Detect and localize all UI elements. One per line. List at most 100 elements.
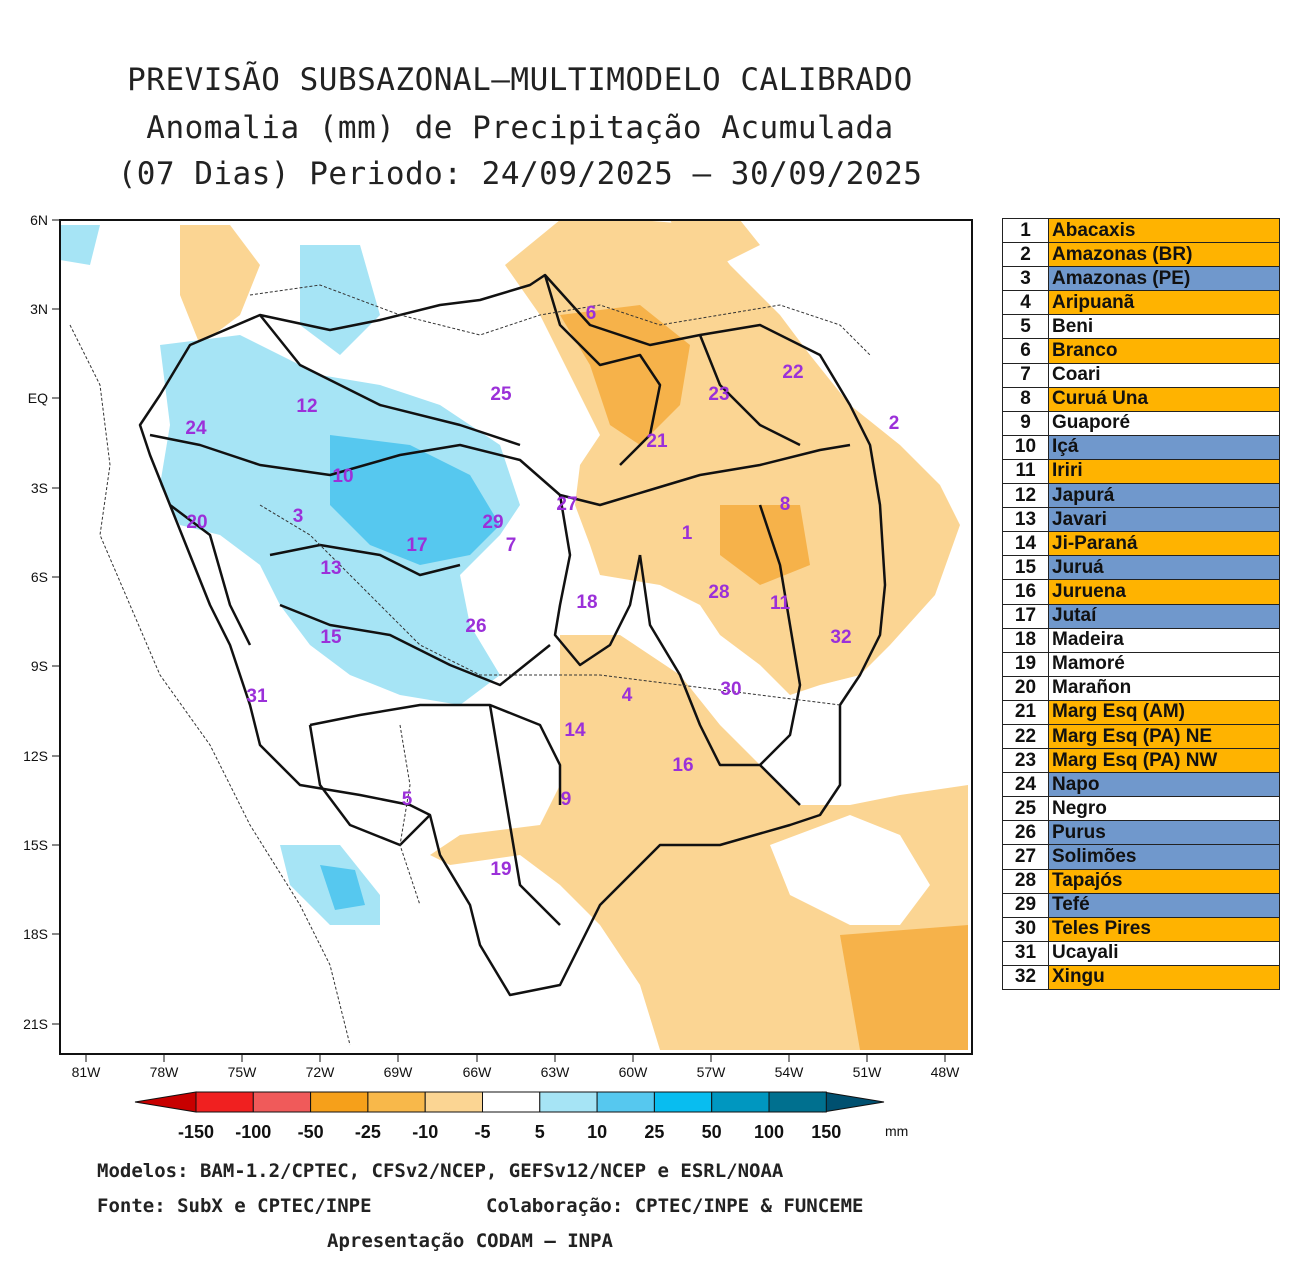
- legend-row: 31 Ucayali: [1002, 940, 1280, 966]
- legend-number: 21: [1002, 699, 1049, 725]
- basin-beni: [308, 724, 431, 847]
- legend-row: 17 Jutaí: [1002, 603, 1280, 629]
- colorbar-label: -50: [298, 1122, 324, 1142]
- colorbar-label: 100: [754, 1122, 784, 1142]
- basin-label: 8: [780, 494, 791, 515]
- legend-basin-name: Beni: [1048, 314, 1280, 340]
- coastline: [69, 324, 351, 1046]
- colorbar-label: 25: [644, 1122, 664, 1142]
- colorbar-label: -25: [355, 1122, 381, 1142]
- colorbar-unit: mm: [885, 1123, 908, 1139]
- legend-row: 18 Madeira: [1002, 627, 1280, 653]
- legend-row: 25 Negro: [1002, 796, 1280, 822]
- dry-anomaly-north: [505, 220, 960, 695]
- legend-row: 12 Japurá: [1002, 483, 1280, 509]
- legend-basin-name: Mamoré: [1048, 651, 1280, 677]
- colorbar-cell: [768, 1091, 827, 1113]
- legend-number: 4: [1002, 290, 1049, 316]
- legend-basin-name: Napo: [1048, 772, 1280, 798]
- legend-number: 25: [1002, 796, 1049, 822]
- legend-row: 29 Tefé: [1002, 892, 1280, 918]
- basin-label: 28: [708, 582, 729, 603]
- legend-row: 16 Juruena: [1002, 579, 1280, 605]
- basin-label: 20: [186, 512, 207, 533]
- colorbar-label: -100: [235, 1122, 271, 1142]
- dry-anomaly-south: [430, 635, 968, 1050]
- legend-basin-name: Guaporé: [1048, 410, 1280, 436]
- legend-row: 13 Javari: [1002, 507, 1280, 533]
- basin-label: 31: [246, 686, 268, 707]
- lon-label: 72W: [306, 1064, 336, 1080]
- legend-number: 9: [1002, 410, 1049, 436]
- lon-label: 57W: [697, 1064, 727, 1080]
- lon-label: 69W: [384, 1064, 414, 1080]
- basin-label: 23: [708, 384, 729, 405]
- legend-row: 26 Purus: [1002, 820, 1280, 846]
- legend-basin-name: Japurá: [1048, 483, 1280, 509]
- wet-anomaly-core: [330, 435, 500, 565]
- colorbar-labels: -150 -100 -50 -25 -10 -5 5 10 25 50 100 150: [178, 1122, 841, 1142]
- legend-number: 7: [1002, 362, 1049, 388]
- basin-marg-esq: [698, 334, 801, 447]
- colorbar-high-arrow: [822, 1091, 885, 1113]
- legend-basin-name: Iriri: [1048, 458, 1280, 485]
- basin-number-labels: 1 2 3 4 5 6 7 8 9 10 11 12 13 14 15 16 1…: [185, 303, 899, 880]
- basin-label: 13: [320, 558, 341, 579]
- basin-label: 12: [296, 396, 317, 417]
- colorbar-label: -5: [474, 1122, 490, 1142]
- legend-row: 8 Curuá Una: [1002, 386, 1280, 412]
- footer-presentation: Apresentação CODAM – INPA: [327, 1230, 613, 1252]
- basin-negro: [259, 314, 521, 447]
- wet-anomaly-far-nw: [60, 225, 100, 265]
- colorbar-cell: [252, 1091, 312, 1113]
- basin-label: 30: [720, 679, 741, 700]
- river-main-stem: [149, 433, 851, 507]
- colorbar-cell: [539, 1091, 598, 1113]
- basin-label: 18: [576, 592, 597, 613]
- colorbar-label: -150: [178, 1122, 214, 1142]
- title-line-2: Anomalia (mm) de Precipitação Acumulada: [146, 110, 894, 146]
- legend-number: 8: [1002, 386, 1049, 412]
- legend-number: 24: [1002, 772, 1049, 798]
- lat-label: 3S: [31, 480, 48, 496]
- legend-row: 9 Guaporé: [1002, 410, 1280, 436]
- legend-number: 15: [1002, 555, 1049, 581]
- colorbar-cell: [367, 1091, 426, 1113]
- legend-basin-name: Marg Esq (PA) NE: [1048, 723, 1280, 750]
- lon-ticks: 81W 78W 75W 72W 69W 66W 63W 60W 57W 54W …: [72, 1054, 960, 1080]
- legend-number: 20: [1002, 675, 1049, 701]
- legend-basin-name: Juruena: [1048, 579, 1280, 605]
- lat-label: 18S: [23, 926, 48, 942]
- basin-label: 6: [586, 303, 597, 324]
- lat-label: 6S: [31, 569, 48, 585]
- legend-basin-name: Marañon: [1048, 675, 1280, 701]
- basin-label: 10: [332, 466, 353, 487]
- colorbar-cell: [653, 1091, 713, 1113]
- legend-number: 10: [1002, 434, 1049, 460]
- lon-label: 66W: [463, 1064, 493, 1080]
- legend-row: 3 Amazonas (PE): [1002, 266, 1280, 292]
- legend-basin-name: Aripuanã: [1048, 290, 1280, 316]
- legend-basin-name: Ji-Paraná: [1048, 531, 1280, 557]
- basin-label: 17: [406, 535, 427, 556]
- legend-row: 14 Ji-Paraná: [1002, 531, 1280, 557]
- legend-basin-name: Tapajós: [1048, 868, 1280, 894]
- legend-number: 27: [1002, 844, 1049, 870]
- lat-ticks: 6N 3N EQ 3S 6S 9S 12S 15S 18S 21S: [23, 212, 60, 1032]
- basin-label: 1: [682, 523, 693, 544]
- colorbar-cell: [195, 1091, 254, 1113]
- legend-basin-name: Jutaí: [1048, 603, 1280, 629]
- legend-number: 19: [1002, 651, 1049, 677]
- basin-label: 29: [482, 512, 503, 533]
- basin-label: 2: [889, 413, 900, 434]
- title-line-3: (07 Dias) Periodo: 24/09/2025 – 30/09/20…: [117, 156, 923, 192]
- basin-label: 15: [320, 627, 342, 648]
- basin-label: 5: [402, 789, 413, 810]
- legend-row: 2 Amazonas (BR): [1002, 242, 1280, 268]
- legend-number: 31: [1002, 940, 1049, 966]
- legend-basin-name: Javari: [1048, 507, 1280, 533]
- basin-label: 21: [646, 431, 668, 452]
- country-borders: [69, 284, 871, 1046]
- lat-label: EQ: [28, 390, 48, 406]
- lat-label: 6N: [30, 212, 48, 228]
